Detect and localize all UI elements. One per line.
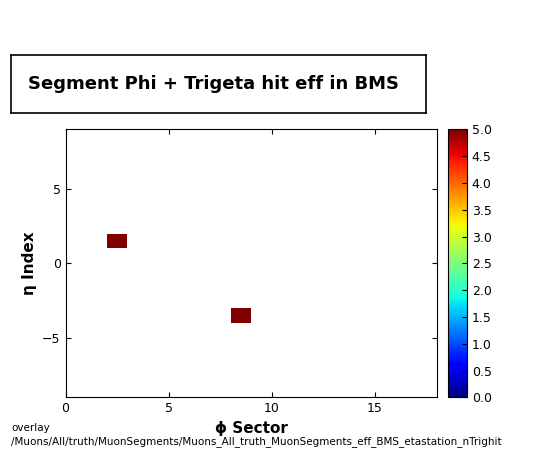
Bar xyxy=(230,308,251,323)
Bar xyxy=(107,234,127,249)
Text: overlay: overlay xyxy=(11,423,50,433)
Text: Segment Phi + Trigeta hit eff in BMS: Segment Phi + Trigeta hit eff in BMS xyxy=(27,75,399,93)
Y-axis label: η Index: η Index xyxy=(22,231,37,295)
X-axis label: ϕ Sector: ϕ Sector xyxy=(215,421,288,436)
Text: /Muons/All/truth/MuonSegments/Muons_All_truth_MuonSegments_eff_BMS_etastation_nT: /Muons/All/truth/MuonSegments/Muons_All_… xyxy=(11,437,502,448)
